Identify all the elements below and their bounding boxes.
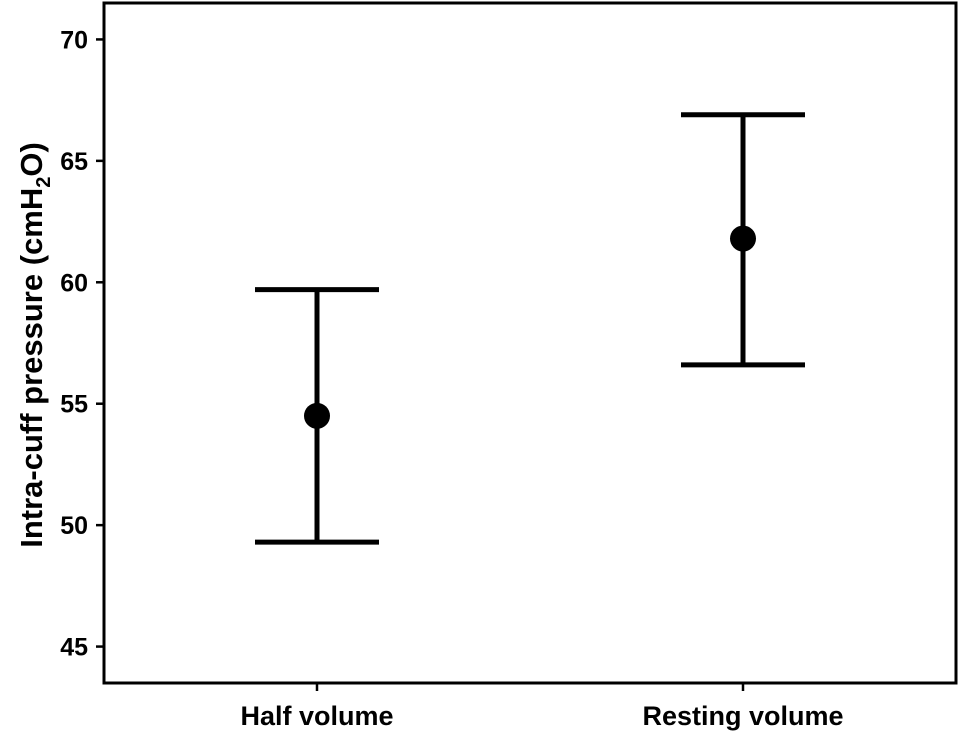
y-axis-title-suffix: O) (14, 142, 49, 176)
y-axis-title-prefix: Intra-cuff pressure (cmH (14, 188, 49, 548)
y-axis-title: Intra-cuff pressure (cmH2O) (14, 142, 55, 548)
mean-point (730, 225, 756, 252)
data-marks (255, 112, 805, 545)
y-tick-label: 45 (60, 634, 88, 662)
x-category-label: Half volume (240, 701, 393, 731)
y-tick-label: 50 (60, 512, 88, 540)
x-category-label: Resting volume (642, 701, 843, 731)
mean-point (304, 402, 330, 429)
x-axis-ticks: Half volume Resting volume (240, 683, 844, 731)
y-tick-label: 65 (60, 148, 88, 176)
y-axis-ticks: 45 50 55 60 65 70 (60, 26, 104, 662)
y-tick-label: 70 (60, 26, 88, 54)
y-axis-title-subscript: 2 (33, 177, 55, 188)
y-tick-label: 60 (60, 269, 88, 297)
y-tick-label: 55 (60, 391, 88, 419)
plot-frame (102, 1, 958, 685)
